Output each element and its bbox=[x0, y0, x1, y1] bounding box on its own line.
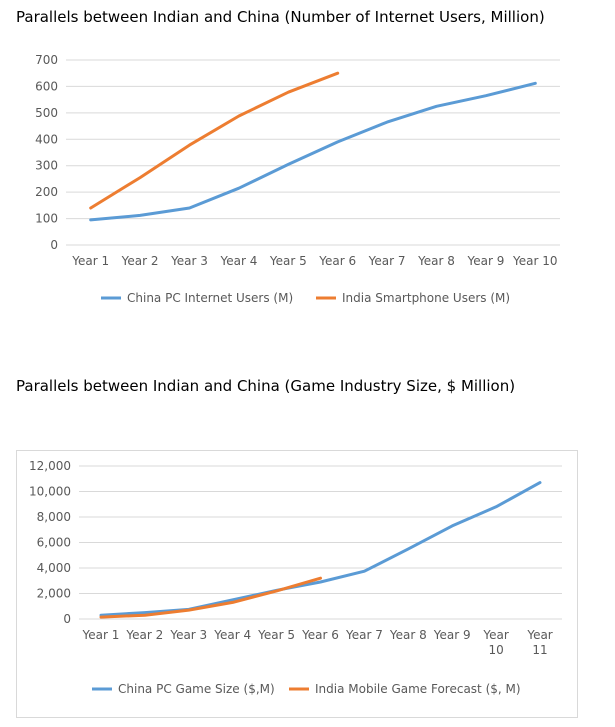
chart1-y-tick-label: 100 bbox=[35, 212, 58, 226]
chart2-series-line-2 bbox=[99, 576, 322, 619]
chart1-x-tick-label: Year 6 bbox=[318, 254, 356, 268]
chart2-y-tick-label: 0 bbox=[63, 612, 71, 626]
chart1-legend-label-2: India Smartphone Users (M) bbox=[342, 291, 510, 305]
chart2-series-line-1 bbox=[99, 481, 542, 617]
chart2-x-tick-label: Year 1 bbox=[82, 628, 120, 642]
chart1-y-tick-label: 200 bbox=[35, 185, 58, 199]
chart1-series-line-2 bbox=[89, 71, 340, 210]
chart1-container: 0 100 200 300 400 500 600 700 Year 1 Year 2 Year 3… bbox=[16, 40, 594, 324]
chart2-x-tick-label: Year 4 bbox=[213, 628, 251, 642]
chart1-legend-label-1: China PC Internet Users (M) bbox=[127, 291, 293, 305]
chart1-y-tick-label: 0 bbox=[50, 238, 58, 252]
chart1-x-tick-label: Year 5 bbox=[269, 254, 307, 268]
chart2-x-tick-label: Year 5 bbox=[257, 628, 295, 642]
chart2-y-tick-label: 4,000 bbox=[37, 561, 71, 575]
chart1-x-tick-label: Year 4 bbox=[219, 254, 257, 268]
chart1-x-tick-label: Year 10 bbox=[512, 254, 558, 268]
chart1-svg: 0 100 200 300 400 500 600 700 Year 1 Year 2 Year 3… bbox=[35, 53, 560, 305]
chart2-container: 0 2,000 4,000 6,000 8,000 10,000 12,000 Year 1 Y… bbox=[16, 450, 578, 718]
chart2-legend-label-2: India Mobile Game Forecast ($, M) bbox=[315, 682, 521, 696]
chart2-y-tick-label: 6,000 bbox=[37, 536, 71, 550]
chart1-y-tick-label: 600 bbox=[35, 79, 58, 93]
chart1-x-tick-label: Year 9 bbox=[466, 254, 504, 268]
chart1-x-tick-label: Year 2 bbox=[121, 254, 159, 268]
chart2-y-tick-label: 12,000 bbox=[29, 459, 71, 473]
chart1-y-tick-label: 300 bbox=[35, 159, 58, 173]
chart1-x-tick-label: Year 1 bbox=[71, 254, 109, 268]
chart1-y-tick-label: 700 bbox=[35, 53, 58, 67]
chart2-x-tick-label: Year 8 bbox=[389, 628, 427, 642]
chart2-x-tick-label: Year 6 bbox=[301, 628, 339, 642]
chart1-x-tick-label: Year 3 bbox=[170, 254, 208, 268]
chart1-y-tick-label: 500 bbox=[35, 106, 58, 120]
chart2-x-tick-label: Year 2 bbox=[125, 628, 163, 642]
chart2-x-tick-label: Year 11 bbox=[526, 628, 552, 657]
chart2-x-tick-label: Year 7 bbox=[345, 628, 383, 642]
chart2-x-tick-label: Year 3 bbox=[169, 628, 207, 642]
chart2-svg: 0 2,000 4,000 6,000 8,000 10,000 12,000 Year 1 Y… bbox=[29, 459, 562, 696]
chart2-y-tick-label: 2,000 bbox=[37, 587, 71, 601]
chart1-heading: Parallels between Indian and China (Numb… bbox=[16, 8, 545, 26]
chart2-y-tick-label: 8,000 bbox=[37, 510, 71, 524]
chart2-heading: Parallels between Indian and China (Game… bbox=[16, 377, 516, 395]
chart1-series-line-1 bbox=[89, 81, 537, 222]
chart1-x-tick-label: Year 7 bbox=[368, 254, 406, 268]
chart2-x-tick-label: Year 9 bbox=[433, 628, 471, 642]
chart1-y-tick-label: 400 bbox=[35, 132, 58, 146]
chart1-x-tick-label: Year 8 bbox=[417, 254, 455, 268]
chart2-legend-label-1: China PC Game Size ($,M) bbox=[118, 682, 275, 696]
chart2-x-tick-label: Year 10 bbox=[482, 628, 508, 657]
chart2-y-tick-label: 10,000 bbox=[29, 485, 71, 499]
